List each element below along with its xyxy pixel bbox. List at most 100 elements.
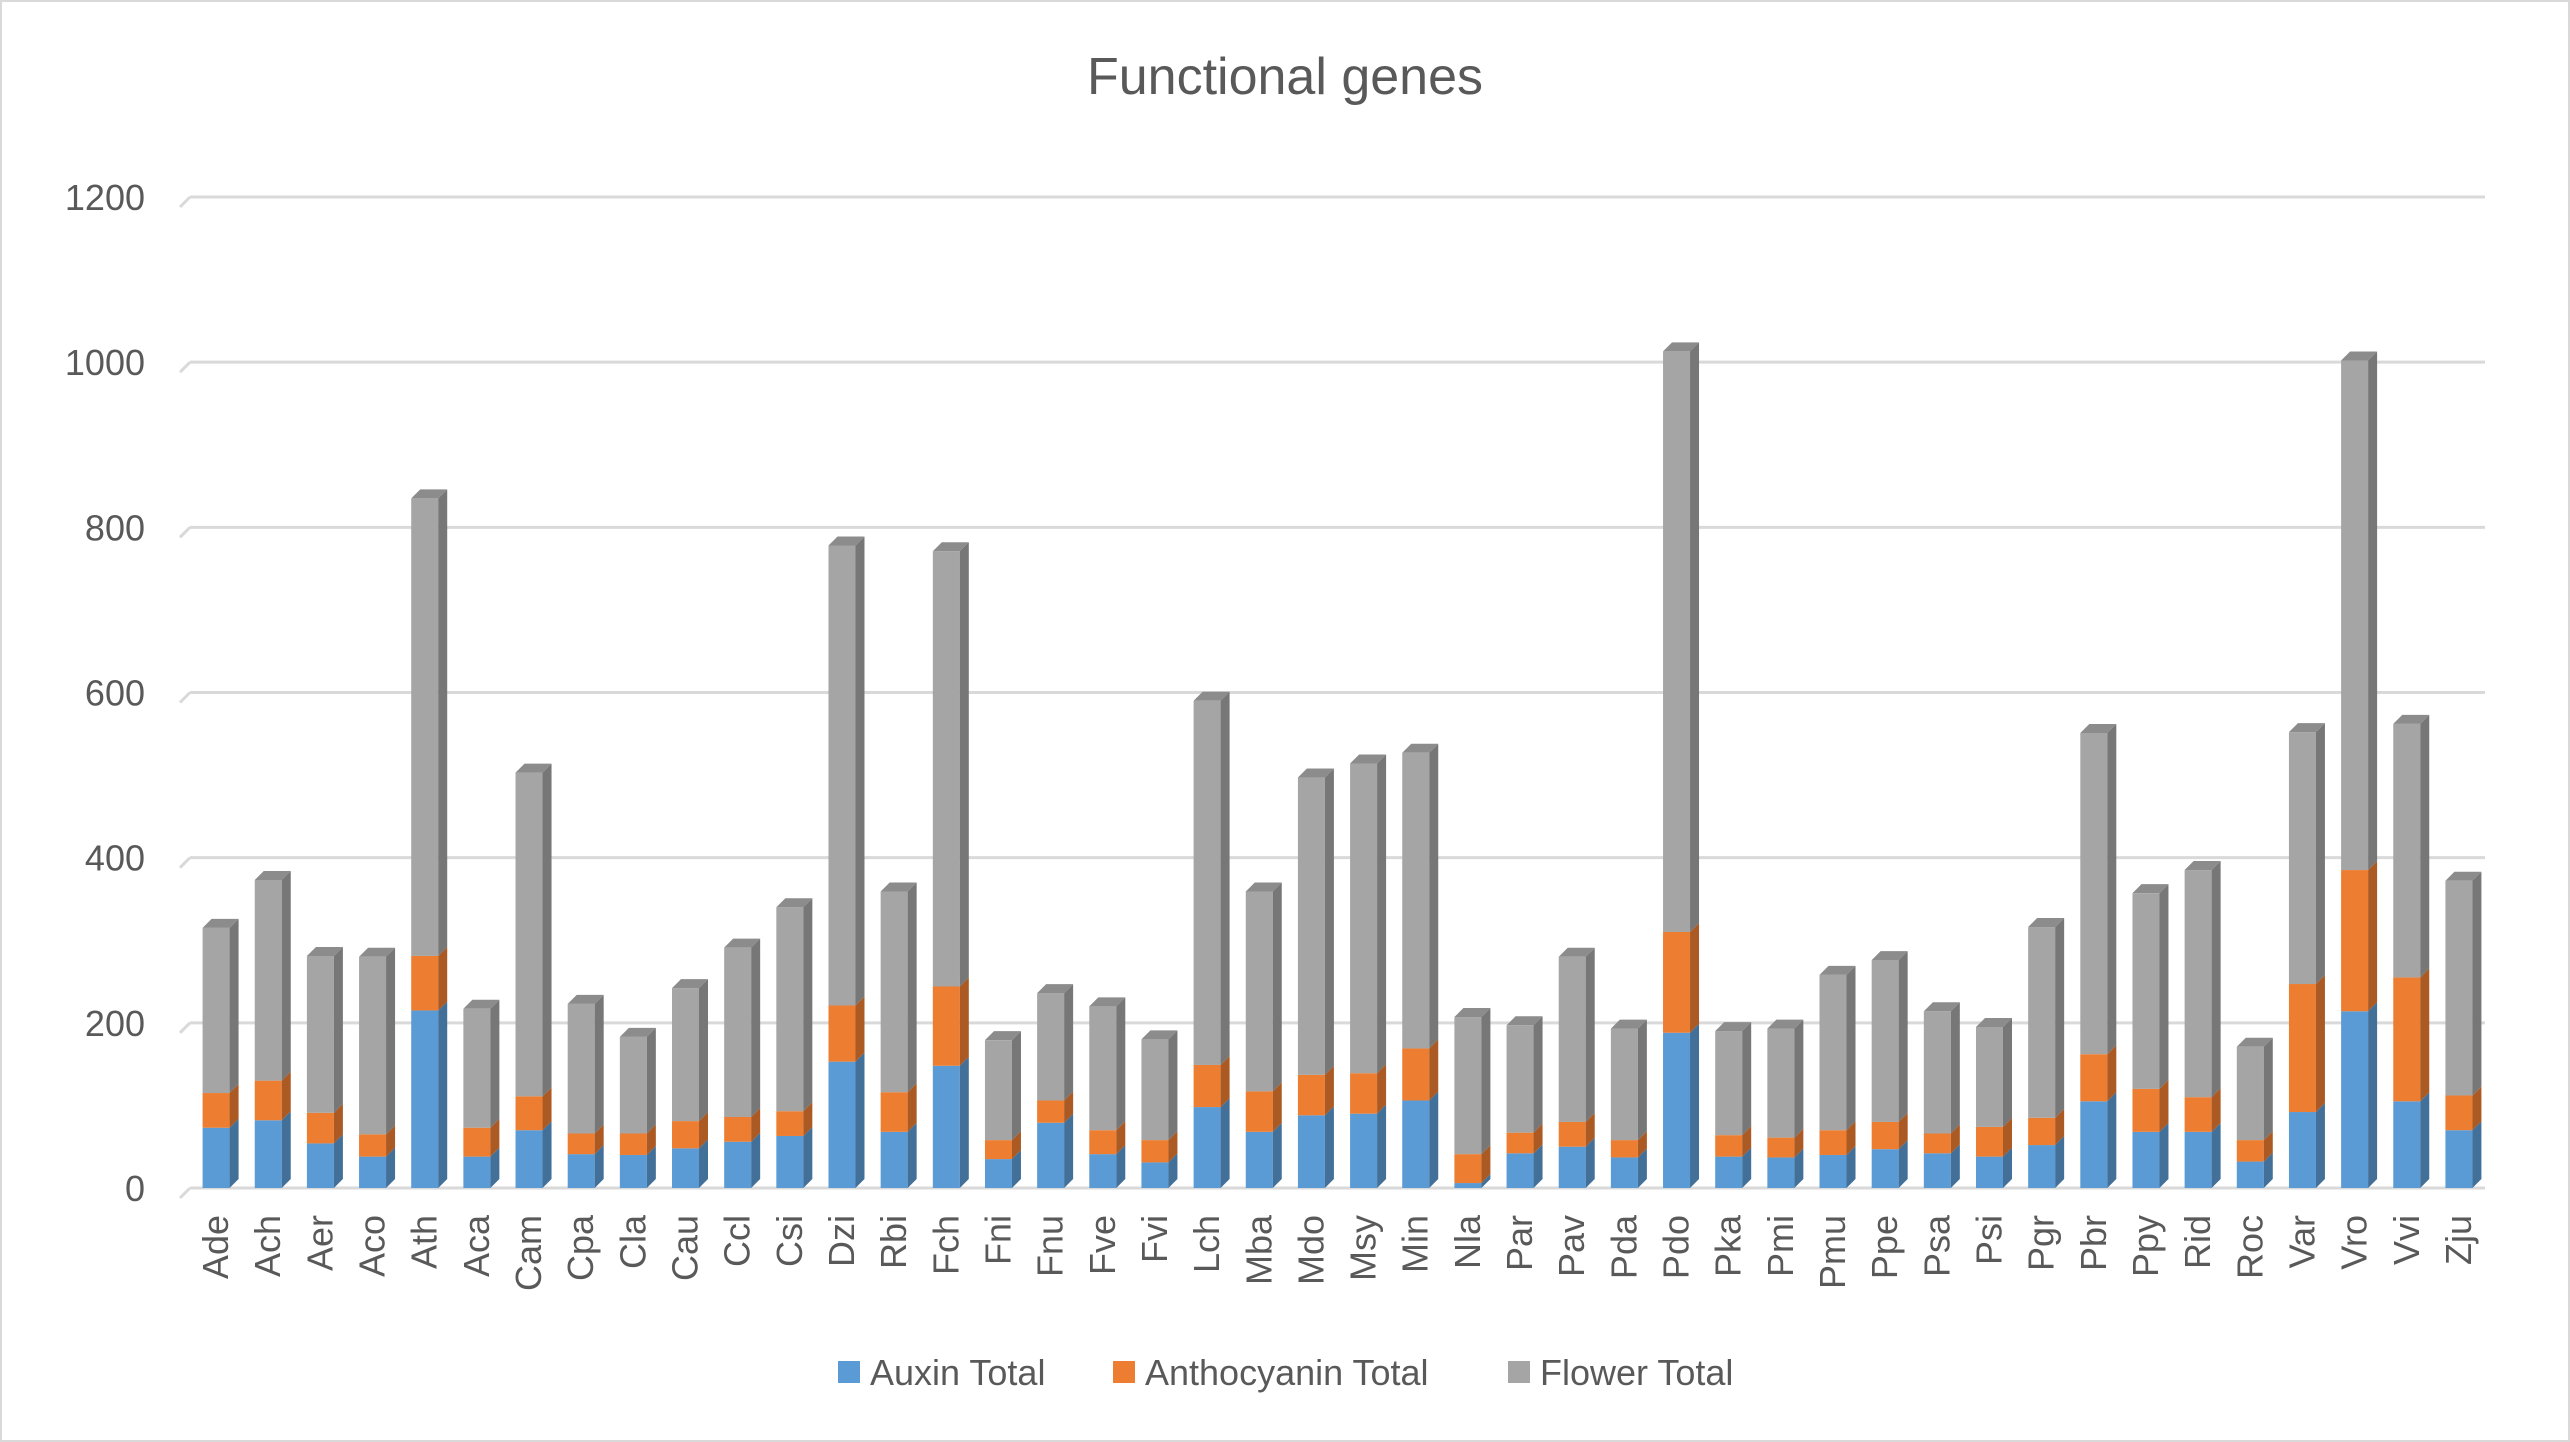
y-tick-label: 1200 [65,177,145,218]
bar-segment [1558,1146,1586,1188]
bar-stack [567,994,604,1188]
bar-segment-side [646,1124,656,1155]
x-tick-label: Psi [1968,1215,2009,1265]
bar-segment-side [1116,1145,1126,1188]
bar-segment-side [2107,723,2117,1055]
bar-segment [1245,891,1273,1092]
bar-segment [1558,1121,1586,1147]
bar-segment-side [907,882,917,1093]
bar-segment-top [776,898,813,908]
bar-segment [2184,1131,2212,1188]
bar-segment-top [619,1027,656,1037]
bar-segment-top [1558,947,1595,957]
bar-segment-top [202,918,239,928]
bar-segment-side [1846,1145,1856,1188]
x-tick-label: Mba [1238,1214,1279,1285]
bar-segment-side [490,999,500,1128]
bar-segment-top [2236,1037,2273,1047]
bar-segment [1610,1028,1638,1141]
bar-segment [1506,1132,1534,1154]
bar-segment [463,1156,491,1188]
bar-segment-side [333,946,343,1113]
bar-segment [828,545,856,1006]
bar-segment-side [386,1125,396,1157]
legend-item: Flower Total [1508,1352,1733,1393]
bar-segment-top [1245,882,1282,892]
bar-segment [1245,1131,1273,1188]
x-tick-label: Csi [769,1215,810,1267]
bar-segment-side [1324,768,1334,1075]
bar-segment-side [1272,1082,1282,1132]
bar-segment-side [959,542,969,987]
x-tick-label: Ccl [717,1215,758,1267]
bar-segment-side [1429,743,1439,1049]
bar-stack [254,870,291,1188]
bar-segment [724,1141,752,1188]
bar-segment-side [646,1145,656,1188]
bar-segment-side [751,1132,761,1188]
bar-stack [1715,1022,1752,1188]
gridline-depth [178,361,192,374]
bar-segment [1141,1162,1169,1188]
bar-segment [828,1061,856,1188]
bar-segment [2393,723,2421,978]
bar-segment [1767,1028,1795,1138]
bar-segment [254,879,282,1081]
bar-segment [1037,993,1065,1101]
chart-title: Functional genes [1087,48,1483,106]
bar-segment [1350,1113,1378,1188]
bar-stack [1923,1002,1960,1188]
bar-segment [2028,927,2056,1118]
bar-segment [1558,956,1586,1122]
bar-segment-top [2445,871,2482,881]
bar-segment-side [594,994,604,1134]
bar-stack [1454,1008,1491,1188]
bar-segment-side [2002,1017,2012,1127]
bar-segment-top [1297,768,1334,778]
x-tick-label: Fve [1082,1215,1123,1275]
bar-segment [1245,1091,1273,1132]
bar-stack [1037,984,1074,1188]
bar-segment [1715,1031,1743,1136]
bar-segment-side [1585,947,1595,1122]
bar-segment-top [1715,1022,1752,1032]
bar-segment-side [542,1087,552,1131]
bar-segment [880,1131,908,1188]
bar-segment [515,1130,543,1188]
bar-segment [2236,1046,2264,1141]
x-tick-label: Ath [404,1215,445,1269]
y-tick-label: 1000 [65,342,145,383]
bar-segment-side [386,947,396,1135]
gridline-depth [178,691,192,704]
bar-segment-side [1220,1055,1230,1108]
x-tick-label: Cam [508,1215,549,1291]
bar-segment-top [1819,965,1856,975]
bar-segment-side [2107,1092,2117,1188]
bar-segment [880,891,908,1093]
bar-segment-side [751,938,761,1117]
bar-segment [1610,1140,1638,1158]
bar-segment-side [1690,342,1700,932]
bar-stack [1663,342,1700,1188]
bar-segment [1089,1154,1117,1188]
gridline-depth [178,1186,192,1200]
bar-segment-top [1193,691,1230,701]
bar-segment [2028,1117,2056,1146]
bar-segment-side [1011,1131,1021,1160]
bar-segment-side [2420,968,2430,1102]
bar-segment [672,1121,700,1149]
bar-segment [1297,1074,1325,1116]
x-tick-label: Msy [1343,1215,1384,1281]
bar-segment-side [1324,1065,1334,1116]
bar-stack [776,898,813,1188]
bar-segment [411,1010,439,1188]
bar-stack [1975,1017,2012,1188]
x-tick-label: Zju [2438,1215,2479,1265]
gridline-depth [178,195,192,209]
bar-segment-side [2315,975,2325,1113]
bar-segment-side [1637,1019,1647,1141]
bar-segment [2080,732,2108,1055]
bar-segment [515,1096,543,1131]
bar-segment-side [699,1139,709,1188]
